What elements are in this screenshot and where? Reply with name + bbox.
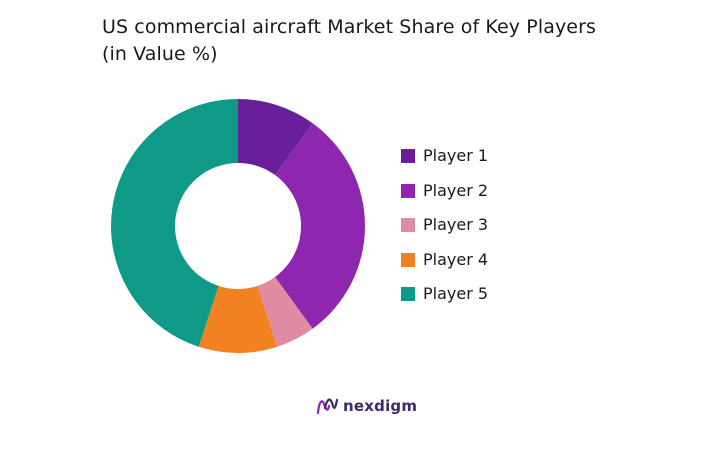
legend-label: Player 5 [423, 284, 489, 303]
legend-swatch [401, 218, 415, 232]
legend-item-5: Player 5 [401, 284, 488, 304]
nexdigm-logo-icon [316, 398, 338, 415]
donut-slice-4 [198, 285, 278, 353]
legend-swatch [401, 252, 415, 267]
chart-title: US commercial aircraft Market Share of K… [102, 16, 597, 38]
donut-slice-5 [111, 99, 238, 347]
donut-slice-1 [238, 99, 313, 176]
brand-logo: nexdigm [316, 396, 417, 416]
legend-item-1: Player 1 [401, 146, 488, 166]
brand-name: nexdigm [343, 397, 418, 415]
legend-item-3: Player 3 [401, 215, 488, 235]
legend-label: Player 1 [423, 146, 489, 165]
legend-swatch [401, 287, 415, 301]
legend-label: Player 3 [423, 215, 489, 234]
chart-legend: Player 1 Player 2 Player 3 Player 4 Player 5 [401, 146, 488, 319]
legend-label: Player 2 [423, 180, 489, 200]
chart-subtitle: (in Value %) [102, 43, 218, 65]
donut-slice-2 [275, 123, 366, 329]
legend-item-2: Player 2 [401, 181, 488, 201]
legend-swatch [401, 183, 415, 198]
chart-title-block: US commercial aircraft Market Share of K… [102, 14, 682, 68]
donut-slice-3 [257, 276, 313, 347]
legend-swatch [401, 149, 415, 163]
legend-item-4: Player 4 [401, 250, 488, 270]
donut-chart [111, 99, 366, 353]
legend-label: Player 4 [423, 249, 489, 269]
